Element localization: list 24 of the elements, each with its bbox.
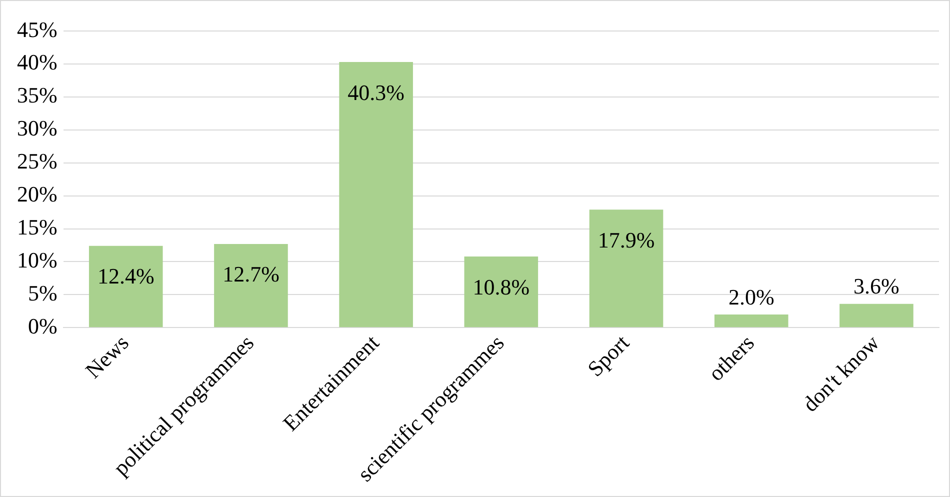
y-tick-label: 10%	[17, 248, 58, 273]
y-tick-label: 15%	[17, 214, 58, 240]
bar	[714, 314, 788, 328]
bar	[840, 304, 914, 328]
y-tick-label: 0%	[28, 313, 58, 338]
bar	[339, 62, 413, 328]
bar	[464, 256, 538, 328]
data-label: 2.0%	[728, 284, 774, 310]
data-label: 10.8%	[472, 274, 530, 300]
bar	[88, 246, 163, 328]
y-tick-label: 20%	[17, 182, 58, 207]
data-label: 3.6%	[854, 274, 900, 299]
bar	[589, 210, 664, 328]
data-label: 12.7%	[222, 262, 280, 287]
y-tick-label: 45%	[17, 16, 58, 42]
data-label: 40.3%	[348, 80, 404, 105]
y-tick-label: 35%	[17, 82, 58, 108]
y-tick-label: 5%	[28, 280, 58, 306]
y-tick-label: 25%	[17, 148, 58, 174]
data-label: 12.4%	[97, 264, 154, 289]
bar	[214, 244, 288, 328]
y-tick-label: 30%	[17, 116, 58, 141]
y-tick-label: 40%	[17, 50, 58, 75]
data-label: 17.9%	[598, 227, 655, 252]
